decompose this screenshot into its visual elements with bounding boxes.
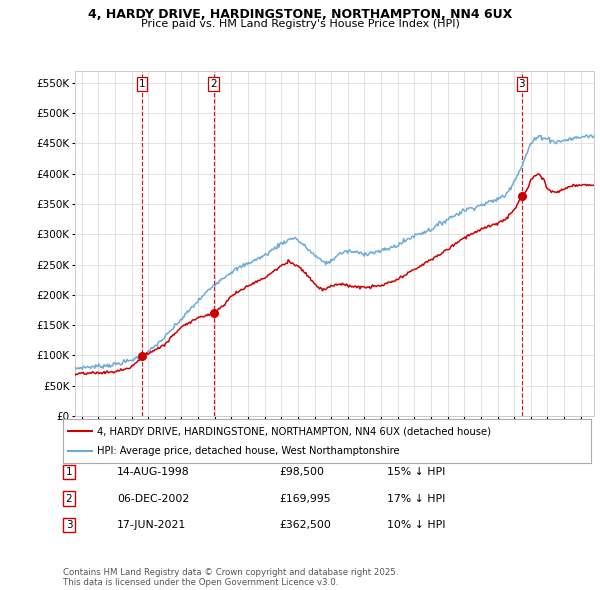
Text: 1: 1 xyxy=(65,467,73,477)
Text: £362,500: £362,500 xyxy=(279,520,331,530)
Text: Price paid vs. HM Land Registry's House Price Index (HPI): Price paid vs. HM Land Registry's House … xyxy=(140,19,460,30)
Text: 06-DEC-2002: 06-DEC-2002 xyxy=(117,494,189,503)
Text: 2: 2 xyxy=(65,494,73,503)
Text: 14-AUG-1998: 14-AUG-1998 xyxy=(117,467,190,477)
Text: 4, HARDY DRIVE, HARDINGSTONE, NORTHAMPTON, NN4 6UX (detached house): 4, HARDY DRIVE, HARDINGSTONE, NORTHAMPTO… xyxy=(97,427,491,436)
Text: 17-JUN-2021: 17-JUN-2021 xyxy=(117,520,186,530)
Text: £98,500: £98,500 xyxy=(279,467,324,477)
Text: 4, HARDY DRIVE, HARDINGSTONE, NORTHAMPTON, NN4 6UX: 4, HARDY DRIVE, HARDINGSTONE, NORTHAMPTO… xyxy=(88,8,512,21)
Text: 15% ↓ HPI: 15% ↓ HPI xyxy=(387,467,445,477)
Text: 3: 3 xyxy=(65,520,73,530)
Text: 17% ↓ HPI: 17% ↓ HPI xyxy=(387,494,445,503)
Text: 3: 3 xyxy=(518,79,525,89)
Text: Contains HM Land Registry data © Crown copyright and database right 2025.
This d: Contains HM Land Registry data © Crown c… xyxy=(63,568,398,587)
Text: 1: 1 xyxy=(139,79,145,89)
Text: HPI: Average price, detached house, West Northamptonshire: HPI: Average price, detached house, West… xyxy=(97,446,400,455)
Text: 10% ↓ HPI: 10% ↓ HPI xyxy=(387,520,445,530)
Text: 2: 2 xyxy=(210,79,217,89)
Text: £169,995: £169,995 xyxy=(279,494,331,503)
